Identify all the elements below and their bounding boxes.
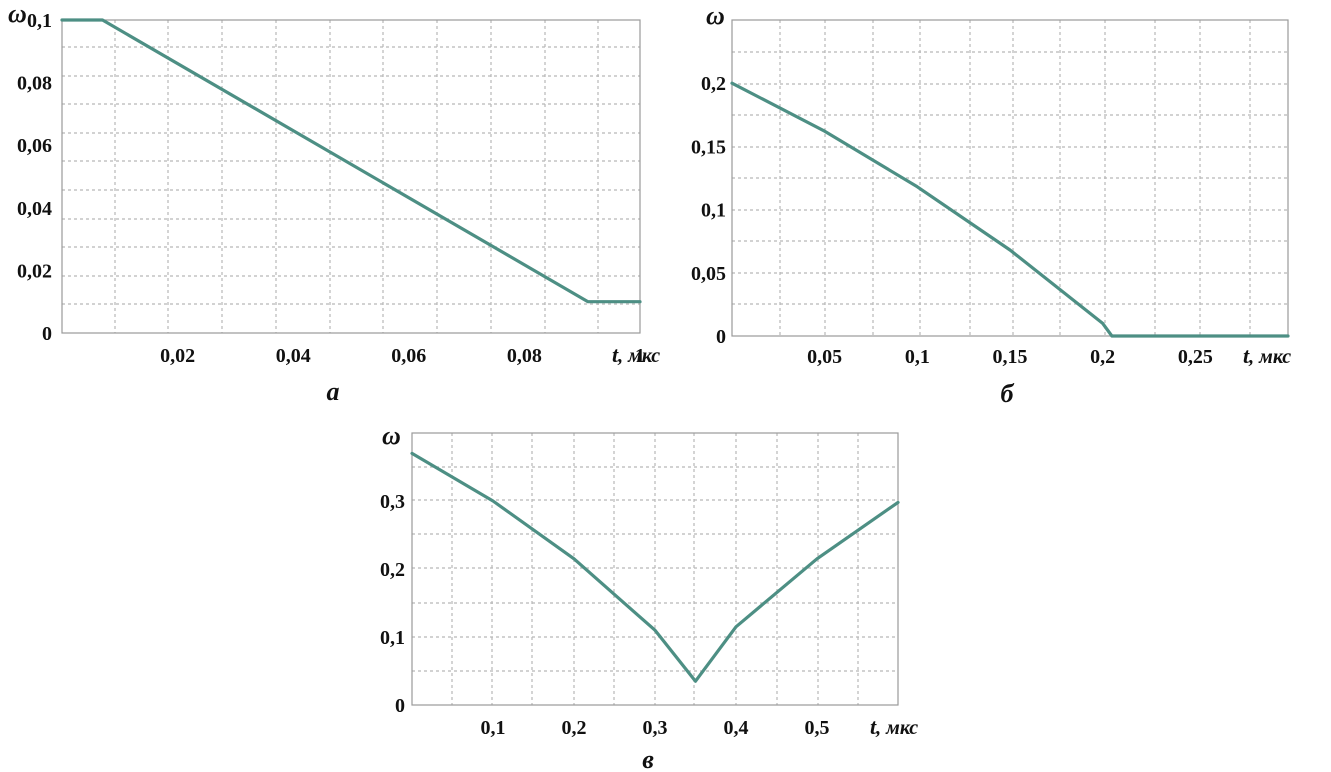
x-tick-label: 0,2	[1090, 346, 1115, 368]
y-tick-label: 0,1	[701, 200, 726, 222]
x-axis-unit: , мкс	[1248, 346, 1291, 368]
x-axis-unit: , мкс	[617, 345, 660, 367]
x-tick-label: 0,3	[643, 717, 668, 739]
y-tick-label: 0,05	[691, 263, 726, 285]
x-tick-label: 0,04	[276, 345, 311, 367]
plot-frame	[61, 19, 641, 334]
x-tick-label: 0,4	[724, 717, 749, 739]
x-tick-label: 0,06	[391, 345, 426, 367]
x-axis-label: t, мкс	[612, 342, 660, 367]
y-tick-label: 0,15	[691, 136, 726, 158]
y-axis-label: ω	[382, 421, 401, 450]
x-tick-label: 0,25	[1178, 346, 1213, 368]
x-tick-label: 0,05	[807, 346, 842, 368]
y-tick-label: 0	[42, 323, 52, 345]
x-tick-label: 0,5	[805, 717, 830, 739]
y-tick-label: 0,02	[17, 260, 52, 282]
y-tick-label: 0,04	[17, 198, 52, 220]
y-tick-label: 0,1	[27, 10, 52, 32]
series-line	[730, 81, 1290, 338]
series-line	[410, 451, 900, 683]
x-tick-label: 0,08	[507, 345, 542, 367]
chart-b: 0 0,05 0,1 0,15 0,2 0,05 0,1 0,15 0,2 0,25 ω t, мкс…	[691, 1, 1291, 408]
panel-caption: в	[642, 745, 654, 772]
panel-caption: а	[327, 377, 340, 406]
y-tick-label: 0	[716, 326, 726, 348]
plot-frame	[411, 432, 899, 706]
chart-v: 0 0,1 0,2 0,3 0,1 0,2 0,3 0,4 0,5 ω t, мкс в	[380, 421, 918, 772]
y-tick-label: 0,08	[17, 73, 52, 95]
y-tick-label: 0,1	[380, 627, 405, 649]
y-tick-label: 0,3	[380, 491, 405, 513]
x-tick-label: 0,02	[160, 345, 195, 367]
x-tick-label: 0,1	[905, 346, 930, 368]
series-line	[60, 18, 642, 304]
y-tick-label: 0,06	[17, 135, 52, 157]
plot-frame	[731, 19, 1289, 337]
x-axis-label: t, мкс	[1243, 343, 1291, 368]
chart-a: 0 0,02 0,04 0,06 0,08 0,1 0,02 0,04 0,06 0,08 1 ω t,…	[8, 0, 660, 406]
panel-caption: б	[1001, 379, 1015, 408]
grid	[62, 20, 640, 333]
y-axis-label: ω	[8, 0, 27, 28]
x-axis-label: t, мкс	[870, 714, 918, 739]
x-tick-label: 1	[635, 345, 645, 367]
x-tick-label: 0,1	[481, 717, 506, 739]
grid	[412, 433, 898, 705]
grid	[732, 20, 1288, 336]
x-axis-unit: , мкс	[875, 717, 918, 739]
y-tick-label: 0,2	[380, 559, 405, 581]
y-tick-label: 0	[395, 695, 405, 717]
y-tick-label: 0,2	[701, 73, 726, 95]
x-tick-label: 0,2	[562, 717, 587, 739]
y-axis-label: ω	[706, 1, 725, 30]
x-tick-label: 0,15	[993, 346, 1028, 368]
